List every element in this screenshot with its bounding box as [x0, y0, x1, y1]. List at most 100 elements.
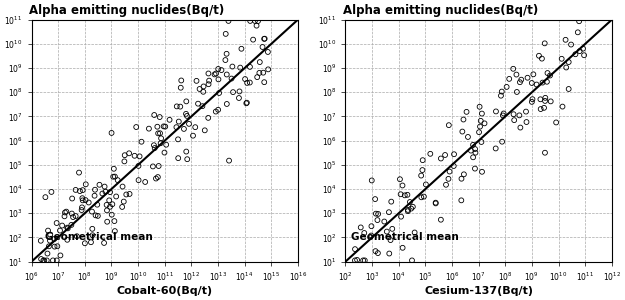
Point	[105, 190, 115, 194]
Point	[536, 107, 546, 112]
Point	[209, 72, 219, 77]
Point	[477, 111, 487, 116]
Point	[468, 142, 478, 147]
Point	[94, 182, 104, 187]
Point	[509, 118, 519, 122]
Point	[551, 120, 561, 125]
Point	[384, 210, 394, 214]
Point	[258, 45, 268, 50]
Point	[160, 124, 170, 129]
Point	[176, 85, 186, 90]
Point	[171, 125, 181, 130]
Point	[221, 32, 231, 36]
Point	[571, 52, 581, 57]
Point	[419, 194, 429, 199]
Text: Alpha emitting nuclides(Bq/t): Alpha emitting nuclides(Bq/t)	[29, 4, 224, 17]
Point	[36, 238, 46, 243]
Point	[373, 212, 383, 216]
Point	[99, 241, 109, 245]
Point	[176, 78, 186, 83]
Point	[398, 245, 408, 250]
Point	[557, 56, 567, 61]
Point	[463, 134, 473, 139]
Point	[431, 200, 441, 205]
Point	[255, 60, 265, 64]
Point	[350, 247, 360, 251]
Point	[191, 79, 201, 83]
Point	[120, 153, 130, 158]
Point	[470, 147, 480, 152]
Point	[211, 109, 221, 114]
Point	[81, 182, 91, 187]
Point	[119, 199, 129, 204]
Point	[444, 176, 454, 181]
Point	[382, 229, 392, 234]
Point	[102, 202, 112, 207]
Point	[59, 214, 69, 219]
Point	[502, 85, 512, 89]
Point	[80, 241, 90, 246]
Point	[56, 253, 66, 258]
Point	[528, 72, 538, 77]
Point	[81, 198, 91, 203]
Point	[367, 178, 377, 183]
Point	[528, 97, 538, 102]
Point	[574, 19, 584, 24]
Point	[444, 123, 454, 128]
Point	[259, 36, 269, 41]
Point	[154, 164, 164, 168]
Point	[235, 65, 245, 70]
Point	[540, 41, 550, 46]
Point	[476, 118, 486, 123]
Point	[228, 64, 238, 69]
Point	[61, 209, 71, 214]
Point	[179, 127, 189, 131]
Point	[491, 109, 501, 114]
Point	[62, 226, 72, 231]
Point	[72, 234, 82, 239]
Point	[236, 46, 246, 51]
Point	[152, 124, 162, 129]
Point	[449, 152, 459, 157]
Point	[245, 80, 255, 85]
Point	[224, 158, 234, 163]
Point	[164, 117, 174, 122]
Point	[42, 251, 52, 256]
Point	[44, 244, 54, 249]
Point	[259, 80, 269, 85]
Point	[371, 249, 381, 254]
Point	[542, 80, 552, 84]
Point	[148, 164, 158, 169]
Point	[89, 193, 99, 198]
Point	[52, 258, 62, 263]
Point	[88, 226, 98, 231]
Point	[39, 258, 49, 263]
Point	[41, 195, 51, 200]
Point	[418, 168, 428, 172]
Point	[373, 251, 383, 256]
Point	[516, 125, 526, 130]
Point	[74, 170, 84, 175]
Point	[436, 156, 446, 161]
Point	[78, 188, 88, 193]
Text: Alpha emitting nuclides(Bq/t): Alpha emitting nuclides(Bq/t)	[342, 4, 538, 17]
Point	[78, 196, 88, 201]
Point	[48, 258, 58, 263]
Point	[359, 231, 369, 236]
Point	[110, 174, 120, 179]
Point	[540, 150, 550, 155]
Point	[542, 70, 552, 75]
Point	[198, 104, 208, 109]
Point	[504, 76, 514, 81]
Point	[386, 199, 396, 204]
Point	[129, 153, 139, 158]
Point	[388, 226, 398, 231]
Point	[52, 220, 62, 225]
Point	[190, 125, 200, 130]
Point	[251, 23, 261, 28]
Point	[118, 184, 127, 189]
Point	[175, 104, 185, 109]
Point	[107, 212, 117, 217]
Point	[156, 136, 166, 141]
Point	[159, 150, 169, 155]
